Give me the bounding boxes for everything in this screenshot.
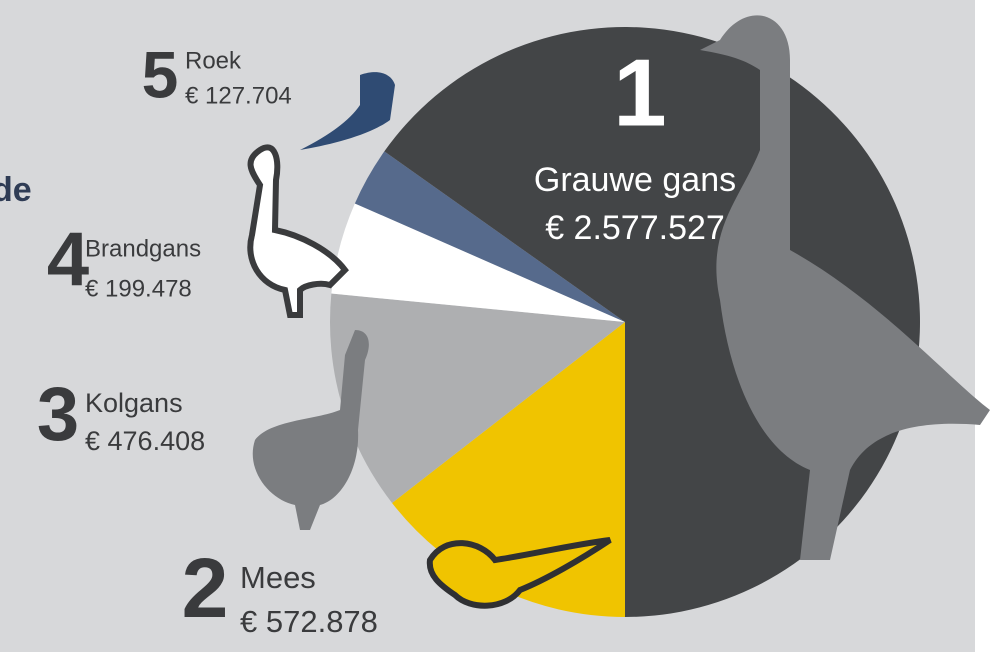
value-label: € 572.878 [240, 604, 378, 639]
category-label: Mees [240, 560, 316, 595]
goose-silhouette [700, 15, 990, 560]
category-label: Brandgans [85, 235, 201, 262]
pie-slice [330, 293, 625, 503]
value-label: € 2.577.527 [545, 209, 725, 247]
category-label: Grauwe gans [534, 161, 736, 199]
barnacle-goose-silhouette [247, 144, 349, 318]
value-label: € 199.478 [85, 275, 192, 302]
rank-label: 5 [142, 37, 179, 111]
value-label: € 476.408 [85, 426, 205, 456]
value-label: € 127.704 [185, 82, 292, 109]
rook-silhouette [300, 72, 395, 150]
category-label: Kolgans [85, 388, 183, 418]
rank-label: 1 [613, 39, 666, 146]
side-strip [975, 0, 1000, 652]
rank-label: 4 [47, 217, 89, 302]
white-fronted-goose-silhouette [252, 330, 369, 530]
labels: 1 Grauwe gans € 2.577.527 2 Mees € 572.878 3 Ko… [37, 37, 736, 639]
tit-silhouette [426, 537, 612, 609]
category-label: Roek [185, 47, 242, 74]
pie-slice [331, 203, 625, 322]
title-fragment: de [0, 171, 32, 209]
rank-label: 3 [37, 372, 79, 457]
pie-slice [354, 151, 625, 322]
rank-label: 2 [182, 541, 229, 635]
